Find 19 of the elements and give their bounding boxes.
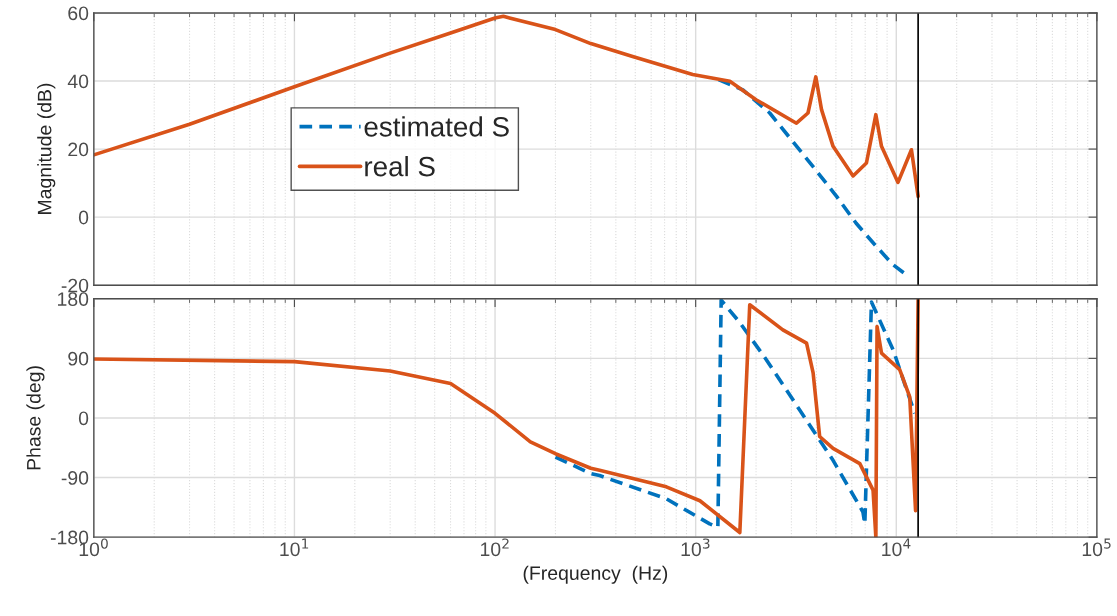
- legend-label: estimated S: [364, 116, 509, 137]
- x-axis-title: (Frequency (Hz): [523, 565, 668, 584]
- y-axis-title: Phase (deg): [26, 366, 45, 470]
- y-tick-label: 20: [68, 142, 89, 157]
- y-tick-label: 60: [68, 6, 89, 21]
- x-tick-label: 10$^{2}$: [480, 538, 509, 557]
- y-tick-label: -20: [61, 278, 89, 293]
- y-tick-label: 0: [78, 411, 89, 426]
- y-tick-label: 40: [67, 74, 89, 89]
- y-axis-title: Magnitude (dB): [37, 83, 56, 214]
- y-tick-label: -90: [61, 471, 89, 485]
- y-tick-label: 180: [58, 292, 89, 306]
- y-tick-label: 0: [78, 210, 89, 225]
- x-tick-label: 10$^{5}$: [1082, 538, 1111, 557]
- x-tick-label: 10$^{4}$: [882, 538, 911, 557]
- legend-label: real S: [365, 156, 435, 177]
- x-tick-label: 10$^{1}$: [280, 538, 309, 557]
- x-tick-label: 10$^{3}$: [681, 538, 710, 557]
- y-tick-label: 90: [68, 351, 89, 366]
